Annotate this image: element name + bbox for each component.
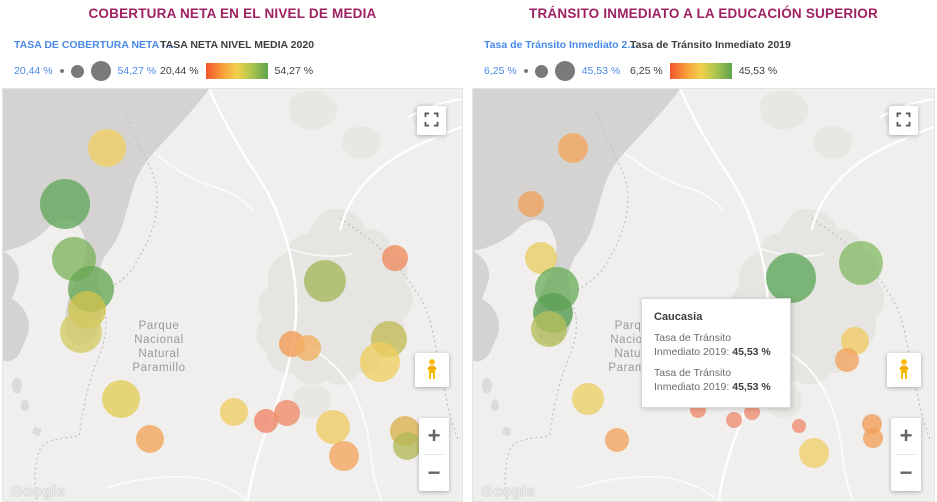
map-bubble[interactable]: [605, 428, 629, 452]
page-title-left: COBERTURA NETA EN EL NIVEL DE MEDIA: [88, 6, 377, 21]
size-legend-scale: 20,44 % 54,27 %: [14, 60, 174, 82]
map-bubble[interactable]: [835, 348, 859, 372]
map-transito[interactable]: Parque Nacional Natural Paramillo Google Ca…: [472, 88, 935, 502]
zoom-control: + −: [419, 418, 449, 491]
size-legend-right: Tasa de Tránsito Inmediato 2... 6,25 % 4…: [484, 39, 636, 82]
map-bubble[interactable]: [136, 425, 164, 453]
panel-transito-inmediato: TRÁNSITO INMEDIATO A LA EDUCACIÓN SUPERI…: [472, 0, 935, 502]
color-legend-max: 54,27 %: [274, 65, 314, 77]
size-dot-small-icon: [523, 69, 528, 73]
pegman-button[interactable]: [415, 353, 449, 387]
map-bubble[interactable]: [316, 410, 350, 444]
panel-cobertura-neta: COBERTURA NETA EN EL NIVEL DE MEDIA TASA…: [2, 0, 463, 502]
color-legend-min: 6,25 %: [630, 65, 663, 77]
color-legend-min: 20,44 %: [160, 65, 199, 77]
pegman-button[interactable]: [887, 353, 921, 387]
map-bubble[interactable]: [518, 191, 544, 217]
map-bubble[interactable]: [382, 245, 408, 271]
map-bubble[interactable]: [88, 129, 126, 167]
color-legend-max: 45,53 %: [738, 65, 778, 77]
size-dot-small-icon: [59, 69, 64, 73]
map-bubble[interactable]: [726, 412, 742, 428]
fullscreen-icon: [423, 111, 440, 131]
color-gradient-bar: [205, 63, 268, 79]
size-legend-scale: 6,25 % 45,53 %: [484, 60, 636, 82]
size-dot-medium-icon: [534, 64, 548, 78]
tooltip-rows: Tasa de Tránsito Inmediato 2019: 45,53 %…: [654, 332, 779, 395]
map-bubble[interactable]: [220, 398, 248, 426]
map-bubble[interactable]: [393, 432, 421, 460]
map-bubble[interactable]: [558, 133, 588, 163]
map-bubble[interactable]: [799, 438, 829, 468]
map-bubble[interactable]: [40, 179, 90, 229]
park-label: Parque Nacional Natural Paramillo: [132, 320, 186, 374]
color-legend-title: Tasa de Tránsito Inmediato 2019: [630, 39, 791, 51]
pegman-icon: [422, 358, 442, 383]
color-legend-scale: 20,44 % 54,27 %: [160, 60, 314, 82]
zoom-in-button[interactable]: +: [419, 418, 449, 454]
size-legend-min: 6,25 %: [484, 65, 517, 77]
size-legend-min: 20,44 %: [14, 65, 53, 77]
zoom-control: + −: [891, 418, 921, 491]
size-legend-max: 54,27 %: [117, 65, 157, 77]
zoom-out-button[interactable]: −: [891, 455, 921, 491]
map-bubble[interactable]: [766, 253, 816, 303]
color-legend-left: TASA NETA NIVEL MEDIA 2020 20,44 % 54,27…: [160, 39, 314, 82]
color-legend-scale: 6,25 % 45,53 %: [630, 60, 791, 82]
map-tooltip: Caucasia Tasa de Tránsito Inmediato 2019…: [641, 298, 791, 408]
map-bubble[interactable]: [572, 383, 604, 415]
map-cobertura[interactable]: Parque Nacional Natural Paramillo Google: [2, 88, 463, 502]
map-bubble[interactable]: [274, 400, 300, 426]
map-bubble[interactable]: [839, 241, 883, 285]
map-bubble[interactable]: [531, 311, 567, 347]
zoom-in-button[interactable]: +: [891, 418, 921, 454]
map-bubble[interactable]: [102, 380, 140, 418]
map-bubble[interactable]: [295, 335, 321, 361]
zoom-out-button[interactable]: −: [419, 455, 449, 491]
map-bubble[interactable]: [863, 428, 883, 448]
map-bubble[interactable]: [304, 260, 346, 302]
google-logo: Google: [11, 483, 66, 500]
map-bubble[interactable]: [792, 419, 806, 433]
size-legend-max: 45,53 %: [581, 65, 621, 77]
map-bubble[interactable]: [329, 441, 359, 471]
tooltip-title: Caucasia: [654, 311, 703, 323]
map-bubble[interactable]: [744, 404, 760, 420]
size-dot-large-icon: [554, 61, 575, 81]
color-legend-right: Tasa de Tránsito Inmediato 2019 6,25 % 4…: [630, 39, 791, 82]
size-legend-title[interactable]: TASA DE COBERTURA NETA -...: [14, 39, 175, 51]
size-dot-medium-icon: [70, 64, 84, 78]
color-legend-title: TASA NETA NIVEL MEDIA 2020: [160, 39, 315, 51]
fullscreen-button[interactable]: [889, 106, 918, 135]
map-bubble[interactable]: [60, 311, 102, 353]
zoom-divider: [424, 454, 444, 455]
google-logo: Google: [481, 483, 536, 500]
tooltip-row: Tasa de Tránsito Inmediato 2019: 45,53 %: [654, 332, 771, 358]
fullscreen-button[interactable]: [417, 106, 446, 135]
pegman-icon: [894, 358, 914, 383]
color-gradient-bar: [669, 63, 732, 79]
zoom-divider: [896, 454, 916, 455]
size-dot-large-icon: [90, 61, 111, 81]
tooltip-row: Tasa de Tránsito Inmediato 2019: 45,53 %: [654, 367, 771, 393]
fullscreen-icon: [895, 111, 912, 131]
map-bubble[interactable]: [360, 342, 400, 382]
size-legend-title[interactable]: Tasa de Tránsito Inmediato 2...: [484, 39, 637, 51]
size-legend-left: TASA DE COBERTURA NETA -... 20,44 % 54,2…: [14, 39, 174, 82]
page-title-right: TRÁNSITO INMEDIATO A LA EDUCACIÓN SUPERI…: [529, 6, 878, 21]
